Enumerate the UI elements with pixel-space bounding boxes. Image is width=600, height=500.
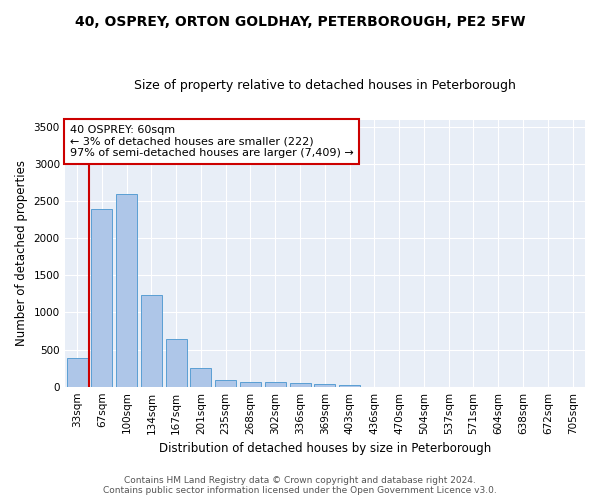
X-axis label: Distribution of detached houses by size in Peterborough: Distribution of detached houses by size … [159, 442, 491, 455]
Bar [339, 385, 360, 386]
Bar [116, 194, 137, 386]
Bar [215, 380, 236, 386]
Title: Size of property relative to detached houses in Peterborough: Size of property relative to detached ho… [134, 79, 516, 92]
Text: 40, OSPREY, ORTON GOLDHAY, PETERBOROUGH, PE2 5FW: 40, OSPREY, ORTON GOLDHAY, PETERBOROUGH,… [75, 15, 525, 29]
Bar [190, 368, 211, 386]
Bar [141, 294, 162, 386]
Bar [240, 382, 261, 386]
Bar [314, 384, 335, 386]
Bar [166, 339, 187, 386]
Y-axis label: Number of detached properties: Number of detached properties [15, 160, 28, 346]
Text: Contains HM Land Registry data © Crown copyright and database right 2024.
Contai: Contains HM Land Registry data © Crown c… [103, 476, 497, 495]
Bar [265, 382, 286, 386]
Bar [290, 382, 311, 386]
Bar [67, 358, 88, 386]
Bar [91, 208, 112, 386]
Text: 40 OSPREY: 60sqm
← 3% of detached houses are smaller (222)
97% of semi-detached : 40 OSPREY: 60sqm ← 3% of detached houses… [70, 125, 353, 158]
